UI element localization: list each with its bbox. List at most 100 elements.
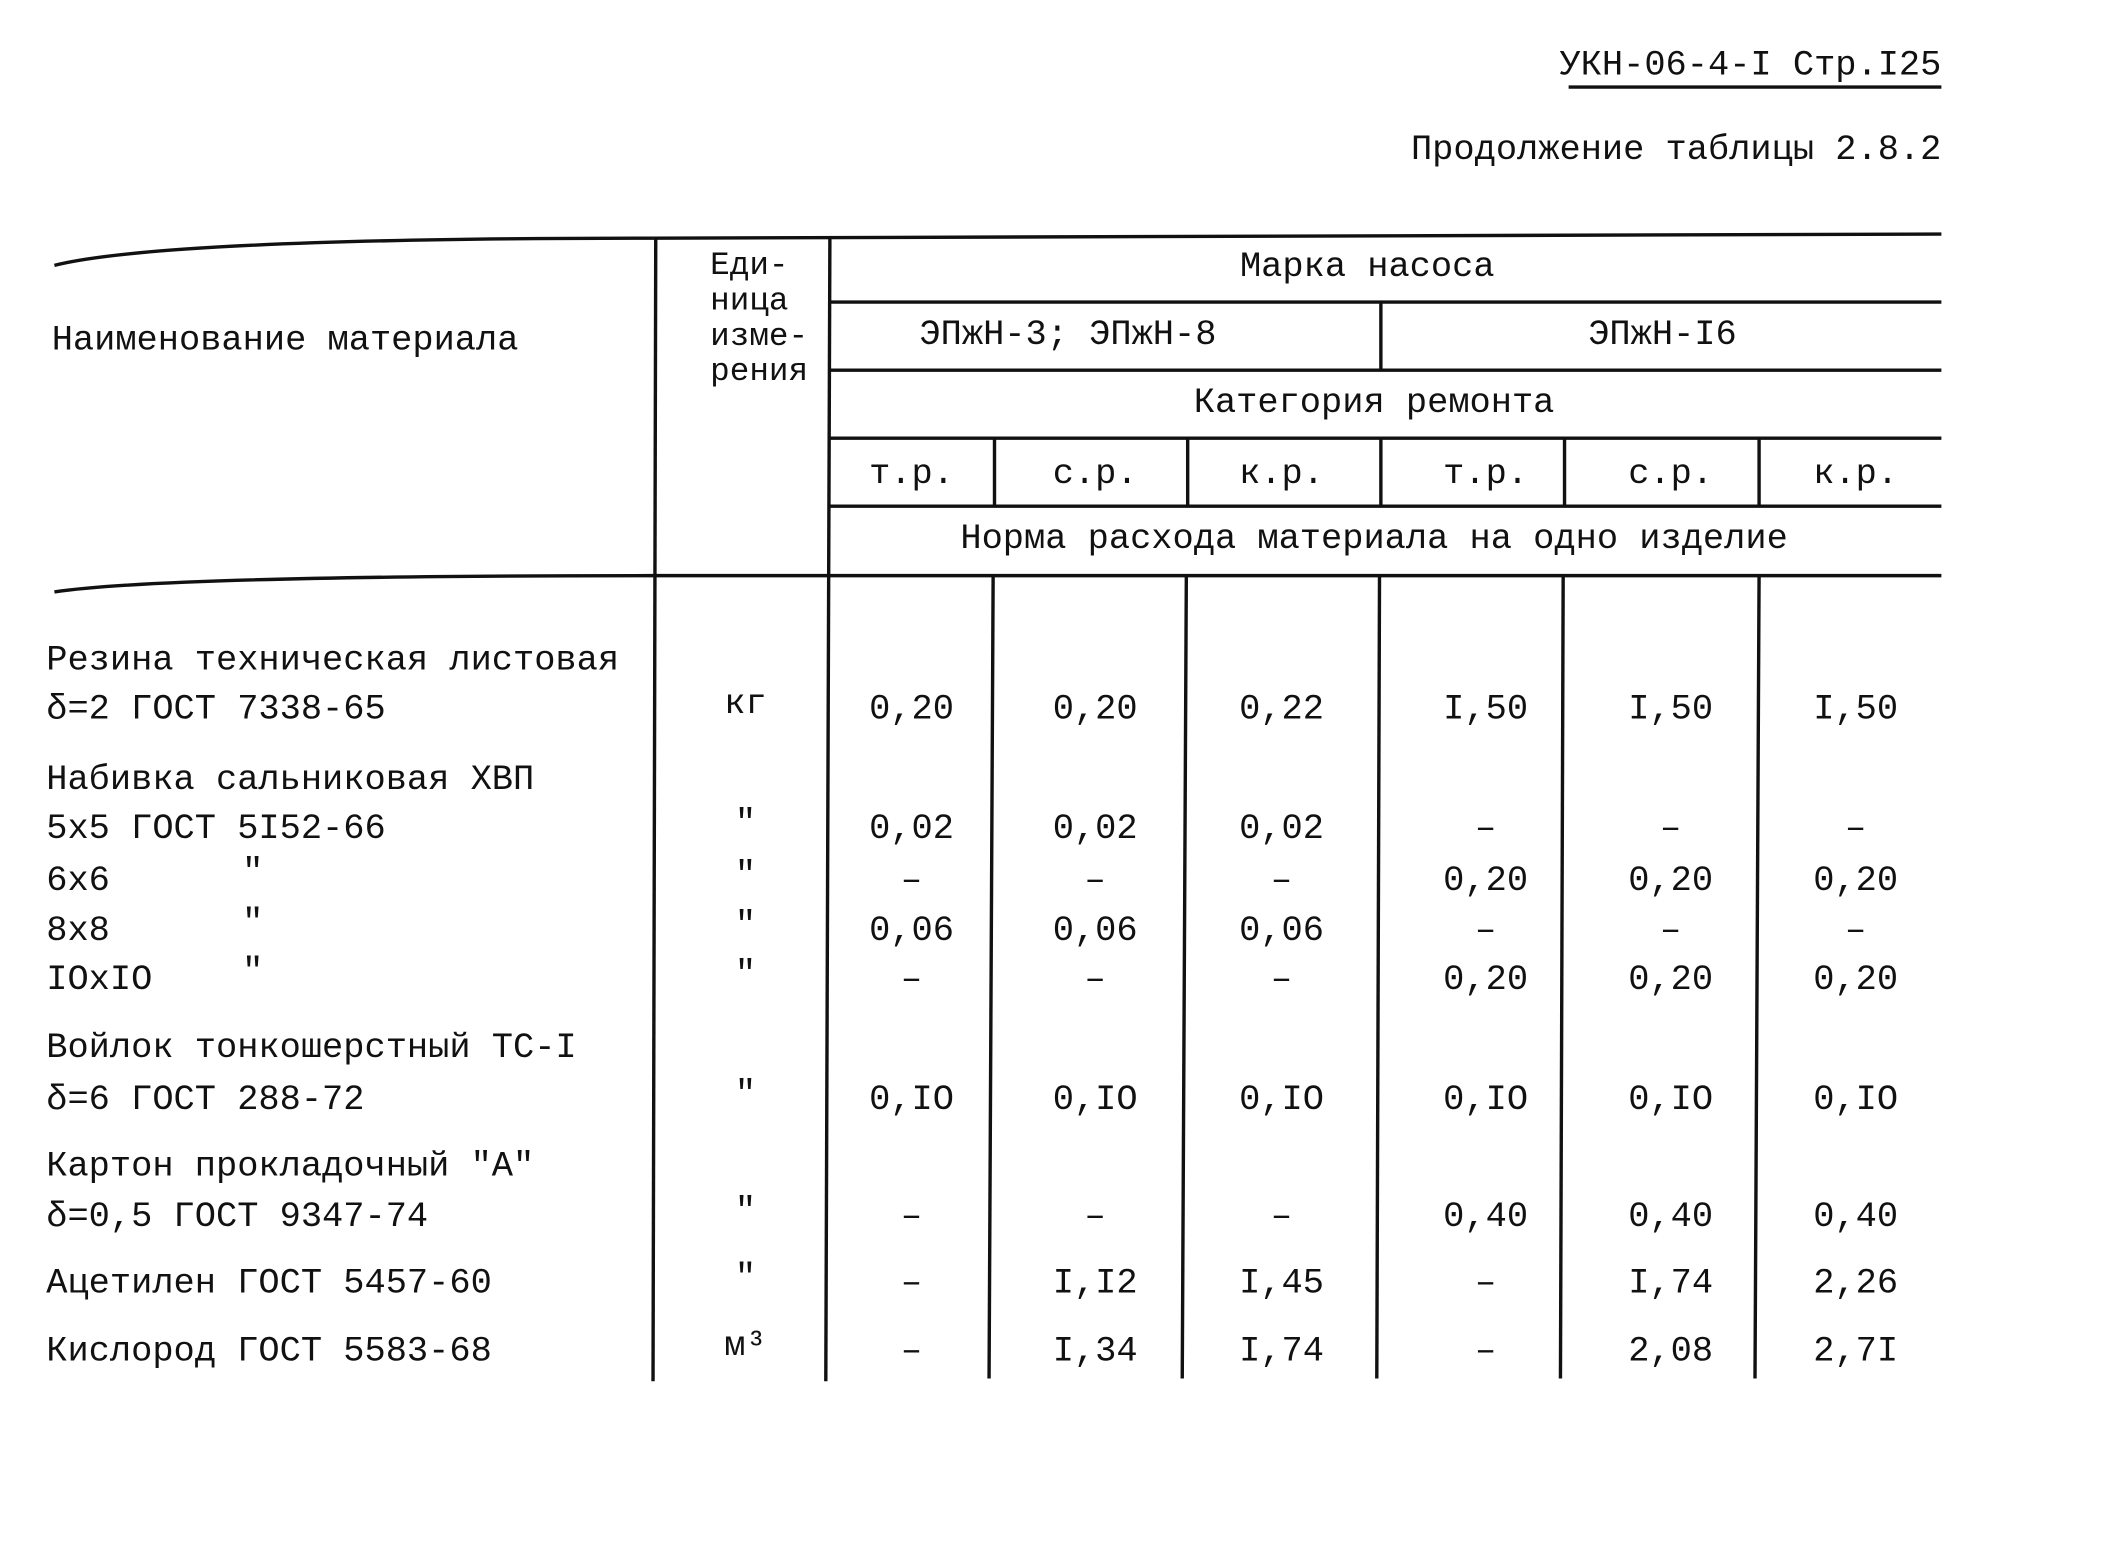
value: – — [901, 1197, 922, 1237]
v-rule — [651, 238, 658, 1382]
value: – — [1085, 861, 1106, 901]
value: 2,7I — [1813, 1332, 1898, 1372]
value: – — [1271, 960, 1292, 1000]
value: 2,08 — [1628, 1332, 1713, 1372]
unit: " — [735, 1191, 756, 1231]
unit: кг — [724, 684, 766, 724]
value: 0,40 — [1628, 1197, 1713, 1237]
pump-name: ЭПжН-I6 — [1588, 315, 1737, 355]
value: 0,20 — [869, 689, 954, 729]
value: 0,20 — [1443, 960, 1528, 1000]
header-bottom-curve — [54, 573, 654, 594]
material-name: 6х6 — [46, 861, 110, 901]
rules — [54, 85, 1942, 1382]
pump-name: ЭПжН-3; ЭПжН-8 — [919, 315, 1216, 355]
value: – — [1660, 809, 1681, 849]
top-rule — [653, 232, 1942, 240]
material-name: Войлок тонкошерстный ТС-I — [46, 1028, 576, 1068]
value: 0,22 — [1239, 689, 1324, 729]
value: 0,20 — [1053, 689, 1138, 729]
value: 2,26 — [1813, 1264, 1898, 1304]
value: – — [901, 960, 922, 1000]
value: 0,20 — [1813, 960, 1898, 1000]
value: 0,40 — [1813, 1197, 1898, 1237]
subtitle: Продолжение таблицы 2.8.2 — [1411, 130, 1941, 170]
unit-header: Еди- — [710, 247, 788, 284]
ditto: " — [242, 853, 263, 893]
pump-header: Марка насоса — [1240, 247, 1495, 287]
value: I,I2 — [1053, 1264, 1138, 1304]
value: – — [901, 1264, 922, 1304]
v-rule — [1558, 575, 1565, 1379]
value: – — [1085, 1197, 1106, 1237]
value: – — [1085, 960, 1106, 1000]
unit-header: ница — [710, 282, 788, 319]
value: 0,IO — [1628, 1080, 1713, 1120]
material-name: Картон прокладочный "А" — [46, 1147, 534, 1187]
top-curve — [54, 236, 654, 268]
value: 0,02 — [1053, 809, 1138, 849]
unit: " — [735, 1258, 756, 1298]
value: – — [1475, 911, 1496, 951]
material-name: 5х5 ГОСТ 5I52-66 — [46, 809, 385, 849]
v-rule — [1180, 575, 1189, 1379]
value: 0,02 — [869, 809, 954, 849]
unit: м³ — [724, 1326, 766, 1366]
material-name: δ=6 ГОСТ 288-72 — [46, 1080, 364, 1120]
value: – — [1475, 809, 1496, 849]
value: I,74 — [1239, 1332, 1324, 1372]
v-rule — [987, 575, 995, 1379]
value: 0,IO — [1053, 1080, 1138, 1120]
ditto: " — [242, 952, 263, 992]
value: 0,02 — [1239, 809, 1324, 849]
repair-type: т.р. — [1443, 454, 1528, 494]
value: – — [901, 1332, 922, 1372]
unit: " — [735, 906, 756, 946]
unit: " — [735, 1074, 756, 1114]
value: – — [1271, 861, 1292, 901]
value: 0,06 — [1053, 911, 1138, 951]
repair-type: к.р. — [1813, 454, 1898, 494]
unit: " — [735, 955, 756, 995]
value: – — [1475, 1264, 1496, 1304]
value: – — [1845, 911, 1866, 951]
unit-header: рения — [710, 353, 808, 390]
material-name: Кислород ГОСТ 5583-68 — [46, 1332, 492, 1372]
value: 0,IO — [1443, 1080, 1528, 1120]
value: – — [901, 861, 922, 901]
value: 0,20 — [1628, 861, 1713, 901]
ditto: " — [242, 903, 263, 943]
v-rule — [824, 238, 832, 1382]
value: 0,IO — [1239, 1080, 1324, 1120]
repair-type: с.р. — [1628, 454, 1713, 494]
value: – — [1660, 911, 1681, 951]
value: – — [1845, 809, 1866, 849]
unit: " — [735, 804, 756, 844]
unit: " — [735, 855, 756, 895]
material-name: Резина техническая листовая — [46, 640, 619, 680]
value: 0,20 — [1813, 861, 1898, 901]
material-name: δ=0,5 ГОСТ 9347-74 — [46, 1197, 428, 1237]
value: – — [1271, 1197, 1292, 1237]
value: 0,IO — [869, 1080, 954, 1120]
value: 0,06 — [1239, 911, 1324, 951]
value: I,50 — [1443, 689, 1528, 729]
doc-code: УКН-06-4-I Стр.I25 — [1559, 46, 1941, 86]
value: I,34 — [1053, 1332, 1138, 1372]
v-rule — [1375, 575, 1382, 1379]
value: I,50 — [1813, 689, 1898, 729]
material-name: Набивка сальниковая ХВП — [46, 760, 534, 800]
material-name: IOхIO — [46, 960, 152, 1000]
value: 0,06 — [869, 911, 954, 951]
material-name: Ацетилен ГОСТ 5457-60 — [46, 1264, 492, 1304]
repair-type: с.р. — [1053, 454, 1138, 494]
norm-header: Норма расхода материала на одно изделие — [960, 519, 1787, 559]
value: 0,20 — [1628, 960, 1713, 1000]
value: 0,40 — [1443, 1197, 1528, 1237]
value: 0,IO — [1813, 1080, 1898, 1120]
repair-type: к.р. — [1239, 454, 1324, 494]
v-rule — [1753, 575, 1761, 1379]
value: I,74 — [1628, 1264, 1713, 1304]
value: I,45 — [1239, 1264, 1324, 1304]
